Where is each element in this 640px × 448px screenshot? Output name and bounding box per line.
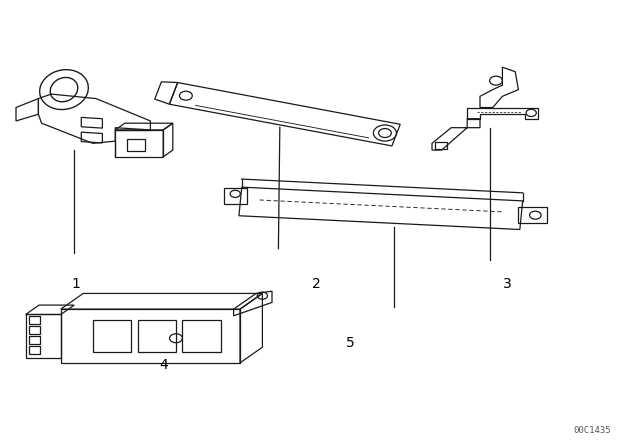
Text: 2: 2 [312,277,321,292]
Bar [115,130,163,157]
Text: 5: 5 [346,336,355,350]
Text: 1: 1 [71,277,80,292]
Bar [182,320,221,352]
Bar [26,314,61,358]
Text: 3: 3 [503,277,512,292]
Bar [29,336,40,344]
Bar [435,142,447,149]
Bar [93,320,131,352]
Text: 4: 4 [159,358,168,372]
Bar [29,326,40,334]
Bar [29,316,40,324]
Bar [127,139,145,151]
Bar [29,346,40,354]
Text: 00C1435: 00C1435 [573,426,611,435]
Bar [61,309,240,363]
Bar [138,320,176,352]
